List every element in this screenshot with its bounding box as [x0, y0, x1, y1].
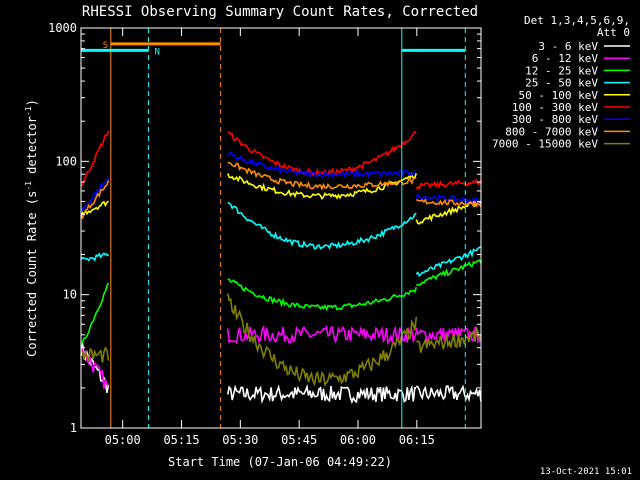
series-2-segment-2 [415, 259, 482, 287]
x-tick-label-3: 05:45 [281, 433, 317, 447]
legend-label-1: 6 - 12 keV [532, 52, 599, 65]
x-axis-label: Start Time (07-Jan-06 04:49:22) [168, 455, 392, 469]
x-tick-label-0: 05:00 [105, 433, 141, 447]
axes-layer: 05:00 05:15 05:30 05:45 06:00 06:15 1 10 100 1000 [48, 21, 482, 447]
y-axis-label: Corrected Count Rate (s-1 detector-1) [24, 99, 39, 357]
series-8-segment-1 [226, 293, 418, 387]
series-7-segment-0 [80, 180, 110, 220]
series-0-segment-1 [226, 383, 417, 405]
night-flag-label: N [154, 47, 159, 57]
legend-label-7: 800 - 7000 keV [505, 125, 598, 138]
saa-flag-label: S [103, 41, 108, 51]
legend-label-6: 300 - 800 keV [512, 113, 598, 126]
series-4-segment-1 [226, 172, 418, 201]
series-2 [80, 259, 482, 346]
series-7 [80, 161, 482, 220]
x-tick-label-4: 06:00 [340, 433, 376, 447]
legend-label-8: 7000 - 15000 keV [492, 138, 598, 151]
series-6-segment-1 [227, 150, 417, 179]
series-5 [80, 130, 482, 190]
series-6-segment-0 [80, 177, 110, 214]
series-5-segment-1 [227, 130, 417, 177]
data-layer [80, 130, 482, 405]
legend-label-2: 12 - 25 keV [525, 64, 598, 77]
series-7-segment-2 [415, 198, 482, 208]
legend-label-4: 50 - 100 keV [519, 89, 599, 102]
series-3-segment-2 [415, 246, 482, 277]
series-7-segment-1 [227, 161, 417, 191]
chart-title: RHESSI Observing Summary Count Rates, Co… [82, 4, 478, 20]
series-2-segment-1 [227, 278, 418, 312]
y-tick-label-2: 100 [55, 154, 77, 168]
legend-label-3: 25 - 50 keV [525, 77, 598, 90]
series-3 [80, 202, 482, 277]
x-tick-label-1: 05:15 [163, 433, 199, 447]
y-tick-label-0: 1 [70, 421, 77, 435]
series-0-segment-2 [416, 384, 482, 403]
x-tick-label-2: 05:30 [222, 433, 258, 447]
series-8 [80, 293, 482, 387]
flag-layer: SN [81, 28, 466, 428]
legend-label-0: 3 - 6 keV [538, 40, 598, 53]
legend-header-line2: Att 0 [597, 26, 630, 39]
series-1-segment-1 [226, 324, 418, 346]
series-3-segment-0 [80, 252, 110, 262]
legend-label-5: 100 - 300 keV [512, 101, 598, 114]
series-1-segment-2 [415, 326, 482, 344]
x-tick-label-5: 06:15 [399, 433, 435, 447]
legend-header-line1: Det 1,3,4,5,6,9, [524, 14, 630, 27]
footer-timestamp: 13-Oct-2021 15:01 [540, 467, 632, 477]
series-3-segment-1 [227, 202, 417, 250]
series-2-segment-0 [80, 282, 110, 346]
y-tick-label-1: 10 [63, 288, 77, 302]
series-8-segment-0 [80, 346, 110, 363]
y-tick-label-3: 1000 [48, 21, 77, 35]
series-8-segment-2 [416, 327, 482, 353]
series-5-segment-2 [415, 178, 482, 190]
plot-frame [80, 27, 482, 429]
series-5-segment-0 [80, 130, 110, 187]
